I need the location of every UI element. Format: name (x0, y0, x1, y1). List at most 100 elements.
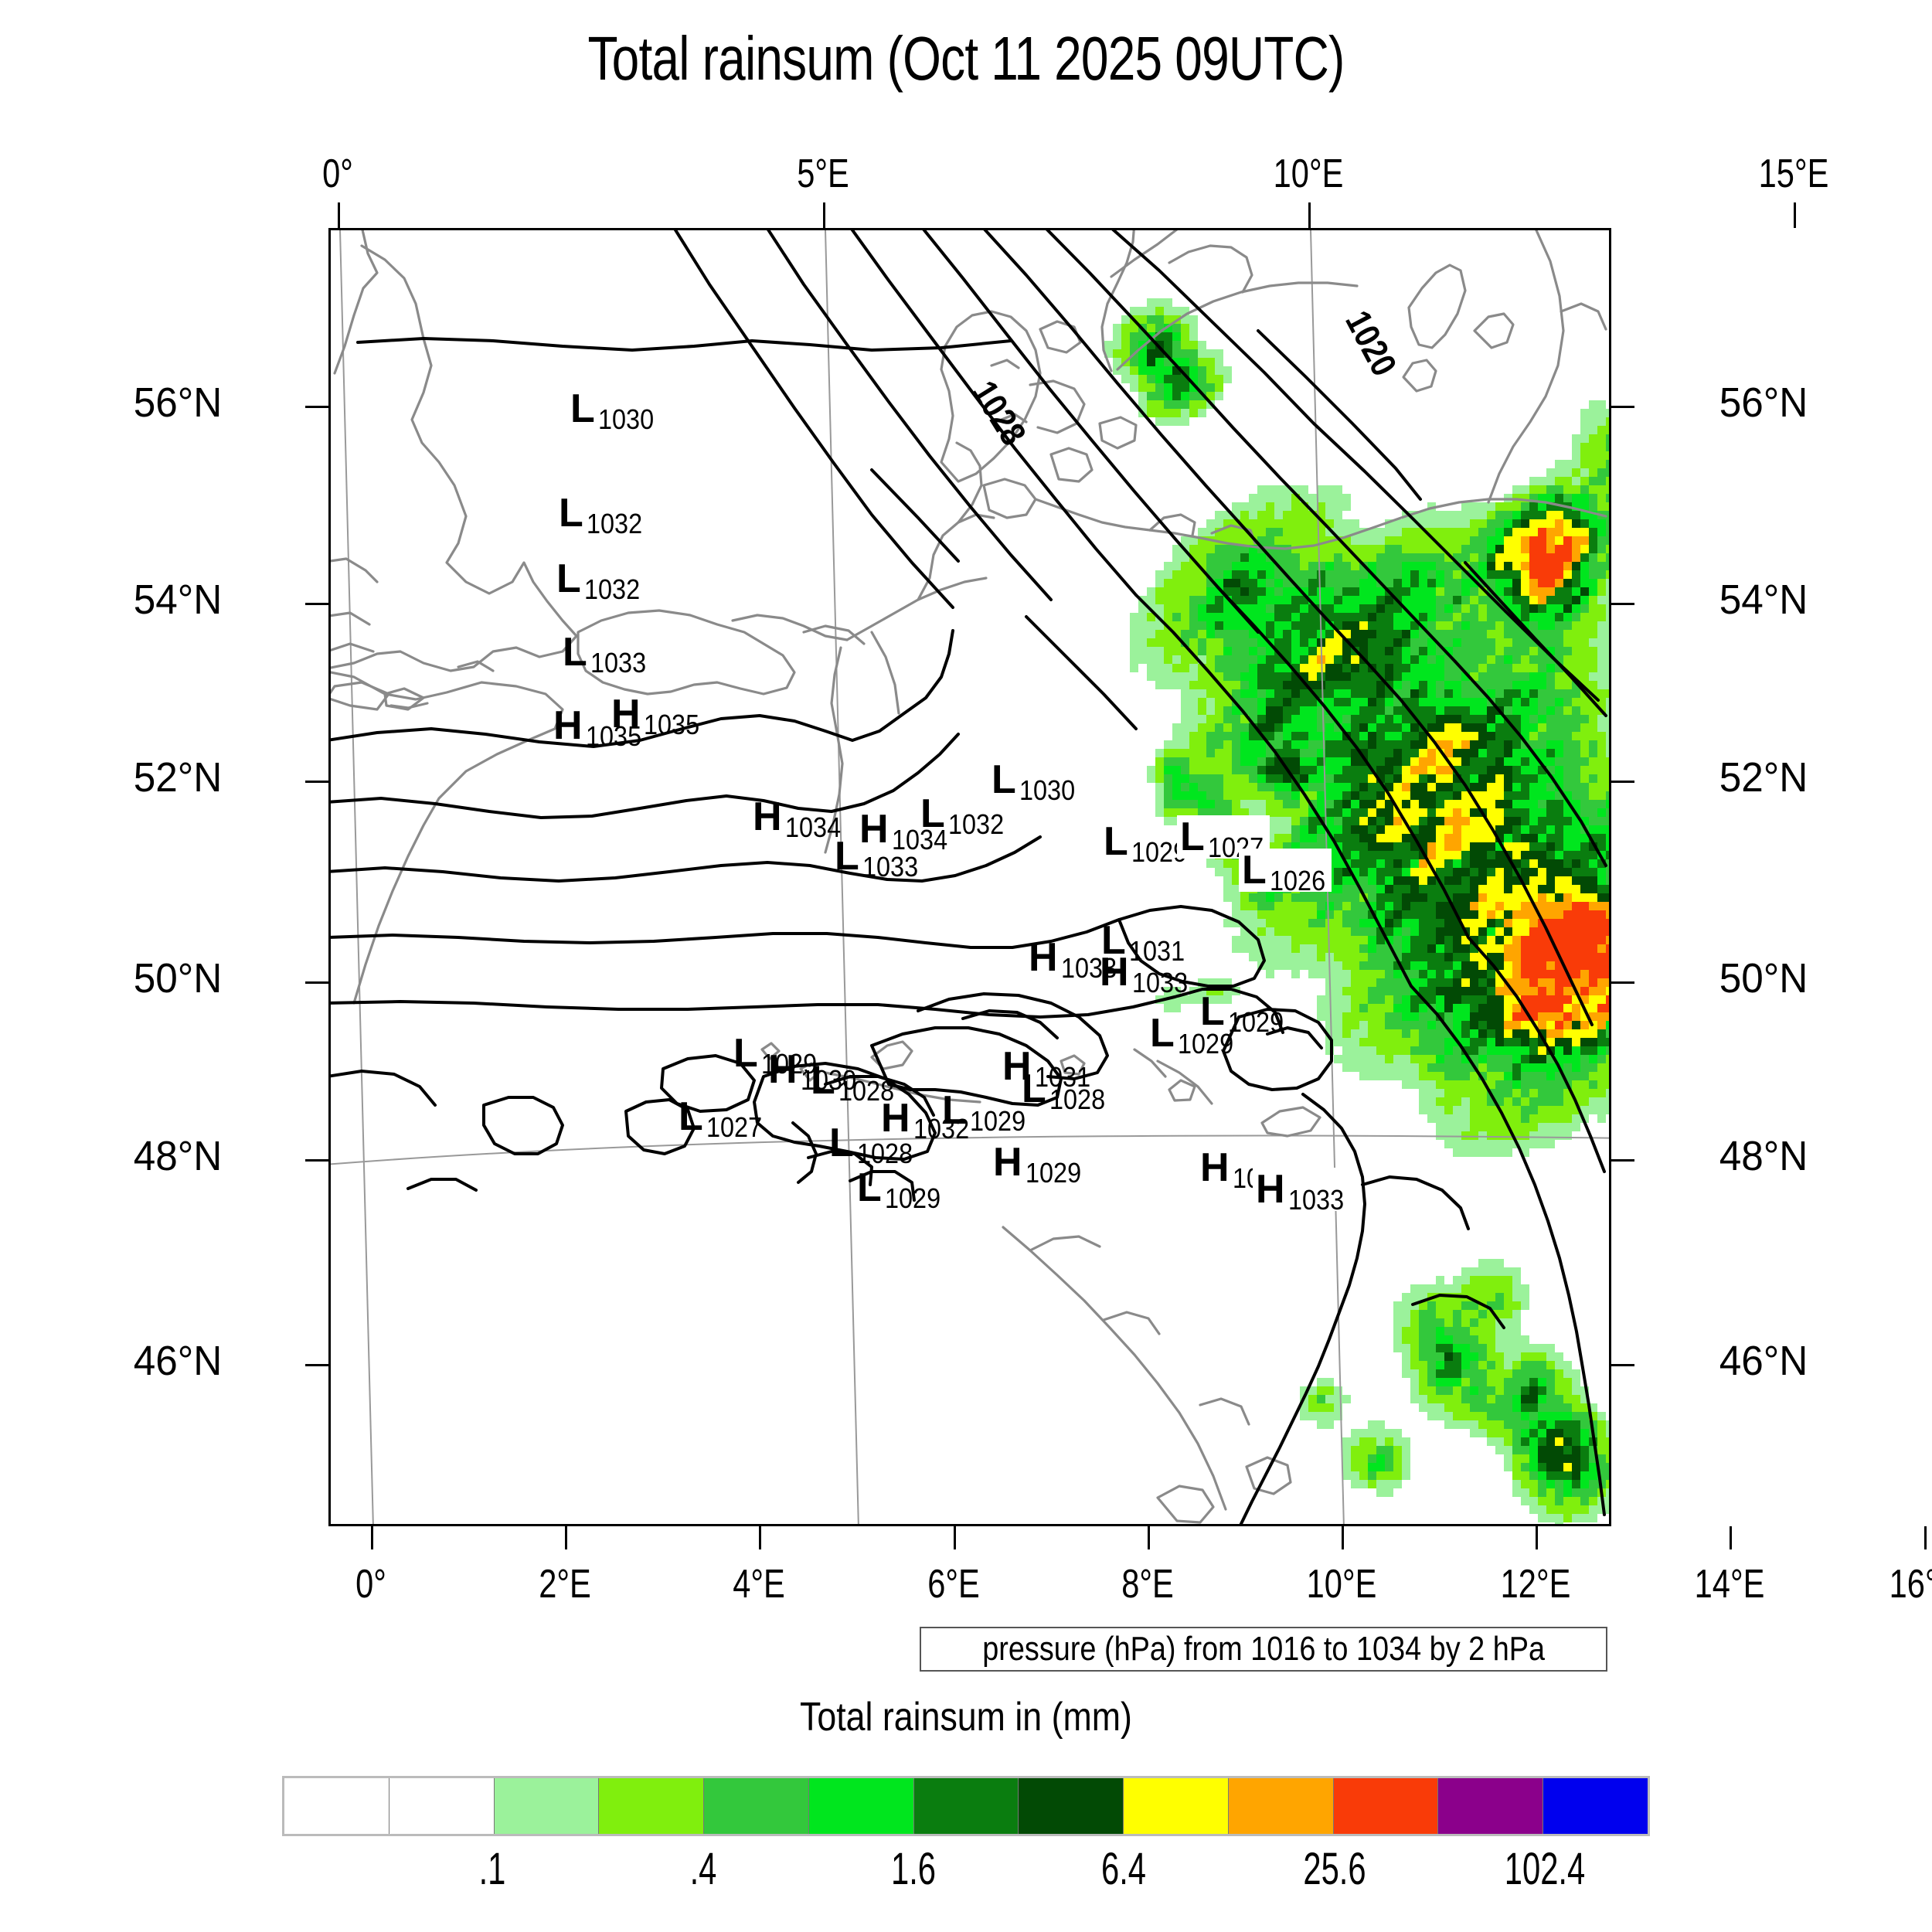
pressure-center-value: 1029 (1177, 1028, 1233, 1060)
pressure-center-l-1029-19: L 1029 (733, 1033, 820, 1078)
left-axis-tick-5 (305, 1364, 328, 1366)
pressure-center-value: 1028 (838, 1075, 894, 1107)
precip-class-2 (1104, 298, 1609, 1524)
colorbar-segment-11[interactable] (1438, 1778, 1544, 1834)
colorbar-tick-label-5: 102.4 (1504, 1844, 1586, 1894)
left-axis-tick-4 (305, 1159, 328, 1162)
right-axis-label-0: 56°N (1719, 379, 1808, 426)
precip-class-10 (1512, 528, 1609, 1029)
pressure-center-value: 1032 (913, 1113, 969, 1145)
colorbar-segment-10[interactable] (1333, 1778, 1439, 1834)
pressure-center-value: 1029 (1025, 1157, 1081, 1189)
pressure-center-l-1032-9: L 1032 (920, 791, 1007, 838)
pressure-center-type: H (859, 807, 889, 852)
left-axis-tick-1 (305, 603, 328, 605)
pressure-legend-text: pressure (hPa) from 1016 to 1034 by 2 hP… (982, 1630, 1545, 1668)
colorbar-segment-6[interactable] (913, 1778, 1019, 1834)
pressure-center-type: L (570, 386, 595, 431)
pressure-center-l-1027-24: L 1027 (679, 1094, 765, 1141)
pressure-center-l-1027-12: L 1027 (1177, 815, 1270, 862)
pressure-center-h-1034-6: H 1034 (753, 797, 844, 842)
pressure-center-type: L (1180, 815, 1205, 859)
colorbar-segment-0[interactable] (284, 1778, 389, 1834)
pressure-center-value: 1034 (891, 824, 947, 855)
pressure-center-h-1033-30: H 1033 (1253, 1168, 1350, 1214)
pressure-center-type: L (1200, 989, 1225, 1034)
pressure-center-type: L (857, 1165, 882, 1210)
colorbar-segment-1[interactable] (389, 1778, 495, 1834)
top-axis-label-3: 15°E (1758, 151, 1829, 196)
top-axis-label-0: 0° (322, 151, 353, 196)
colorbar-tick-label-4: 25.6 (1302, 1844, 1366, 1894)
pressure-center-l-1033-3: L 1033 (563, 632, 649, 677)
pressure-center-type: L (811, 1058, 835, 1103)
top-axis-label-2: 10°E (1273, 151, 1344, 196)
pressure-center-value: 1033 (1131, 967, 1188, 998)
right-axis-tick-3 (1611, 981, 1634, 984)
pressure-center-l-1029-26: L 1029 (942, 1090, 1029, 1135)
pressure-center-l-1028-23: L 1028 (1022, 1069, 1108, 1114)
pressure-center-value: 1030 (800, 1064, 856, 1096)
pressure-center-h-1035-5: H 1035 (611, 692, 702, 739)
pressure-center-type: H (768, 1047, 798, 1092)
bottom-axis-tick-7 (1730, 1526, 1733, 1549)
coastline-layer (331, 230, 1607, 1524)
pressure-center-l-1029-31: L 1029 (857, 1165, 944, 1213)
left-axis-label-5: 46°N (133, 1338, 223, 1384)
pressure-center-type: L (920, 791, 945, 836)
pressure-center-value: 1034 (784, 811, 841, 843)
pressure-center-h-1034-7: H 1034 (859, 807, 951, 854)
pressure-center-h-1031-22: H 1031 (1002, 1046, 1094, 1091)
right-axis-label-5: 46°N (1719, 1338, 1808, 1384)
left-axis-label-4: 48°N (133, 1133, 223, 1179)
colorbar-segment-4[interactable] (704, 1778, 809, 1834)
pressure-center-value: 1029 (884, 1182, 940, 1214)
pressure-center-type: L (1101, 918, 1126, 963)
colorbar-segment-7[interactable] (1019, 1778, 1124, 1834)
bottom-axis-tick-8 (1923, 1526, 1927, 1549)
pressure-center-l-1029-18: L 1029 (1150, 1013, 1236, 1058)
pressure-legend-box: pressure (hPa) from 1016 to 1034 by 2 hP… (920, 1627, 1607, 1672)
colorbar-segment-9[interactable] (1228, 1778, 1334, 1834)
right-axis-tick-5 (1611, 1364, 1634, 1366)
bottom-axis-label-5: 10°E (1306, 1562, 1377, 1607)
pressure-center-l-1028-21: L 1028 (811, 1058, 897, 1105)
colorbar[interactable] (282, 1776, 1650, 1836)
bottom-axis-tick-5 (1342, 1526, 1344, 1549)
top-axis-tick-1 (823, 202, 825, 228)
colorbar-segment-5[interactable] (808, 1778, 914, 1834)
pressure-center-value: 1030 (597, 403, 654, 435)
pressure-center-type: L (835, 834, 859, 879)
pressure-center-value: 1031 (1034, 1061, 1090, 1093)
colorbar-segment-2[interactable] (494, 1778, 600, 1834)
colorbar-segment-12[interactable] (1543, 1778, 1648, 1834)
colorbar-segment-8[interactable] (1124, 1778, 1229, 1834)
right-axis-tick-0 (1611, 406, 1634, 408)
colorbar-tick-label-0: .1 (478, 1844, 506, 1894)
bottom-axis-label-7: 14°E (1695, 1562, 1765, 1607)
pressure-center-value: 1030 (1019, 774, 1075, 806)
colorbar-tick-label-2: 1.6 (890, 1844, 936, 1894)
right-axis-label-3: 50°N (1719, 955, 1808, 1002)
bottom-axis-tick-0 (371, 1526, 373, 1549)
pressure-center-value: 1029 (1227, 1006, 1284, 1038)
pressure-center-type: H (993, 1140, 1022, 1185)
right-axis-tick-2 (1611, 781, 1634, 783)
pressure-center-value: 1032 (947, 808, 1004, 840)
left-axis-label-3: 50°N (133, 955, 223, 1002)
pressure-center-l-1031-14: L 1031 (1101, 918, 1188, 965)
colorbar-segment-3[interactable] (599, 1778, 705, 1834)
pressure-center-value: 1032 (583, 573, 640, 605)
pressure-center-h-1033-15: H 1033 (1029, 937, 1120, 982)
bottom-axis-tick-2 (759, 1526, 762, 1549)
bottom-axis-label-6: 12°E (1500, 1562, 1571, 1607)
pressure-center-type: L (679, 1094, 703, 1139)
map-plot-area[interactable]: 1020 1028 L 1030 L 1032 L 1032 L 1033 H 1035 H 1035 H… (328, 228, 1611, 1526)
colorbar-tick-labels: .1 .4 1.6 6.4 25.6 102.4 (282, 1843, 1650, 1905)
pressure-center-l-1028-27: L 1028 (829, 1123, 916, 1168)
bottom-axis-tick-1 (565, 1526, 568, 1549)
pressure-center-l-1026-13: L 1026 (1239, 848, 1332, 895)
pressure-center-type: L (1242, 848, 1267, 893)
pressure-center-type: H (611, 692, 641, 736)
pressure-center-type: H (553, 703, 583, 748)
